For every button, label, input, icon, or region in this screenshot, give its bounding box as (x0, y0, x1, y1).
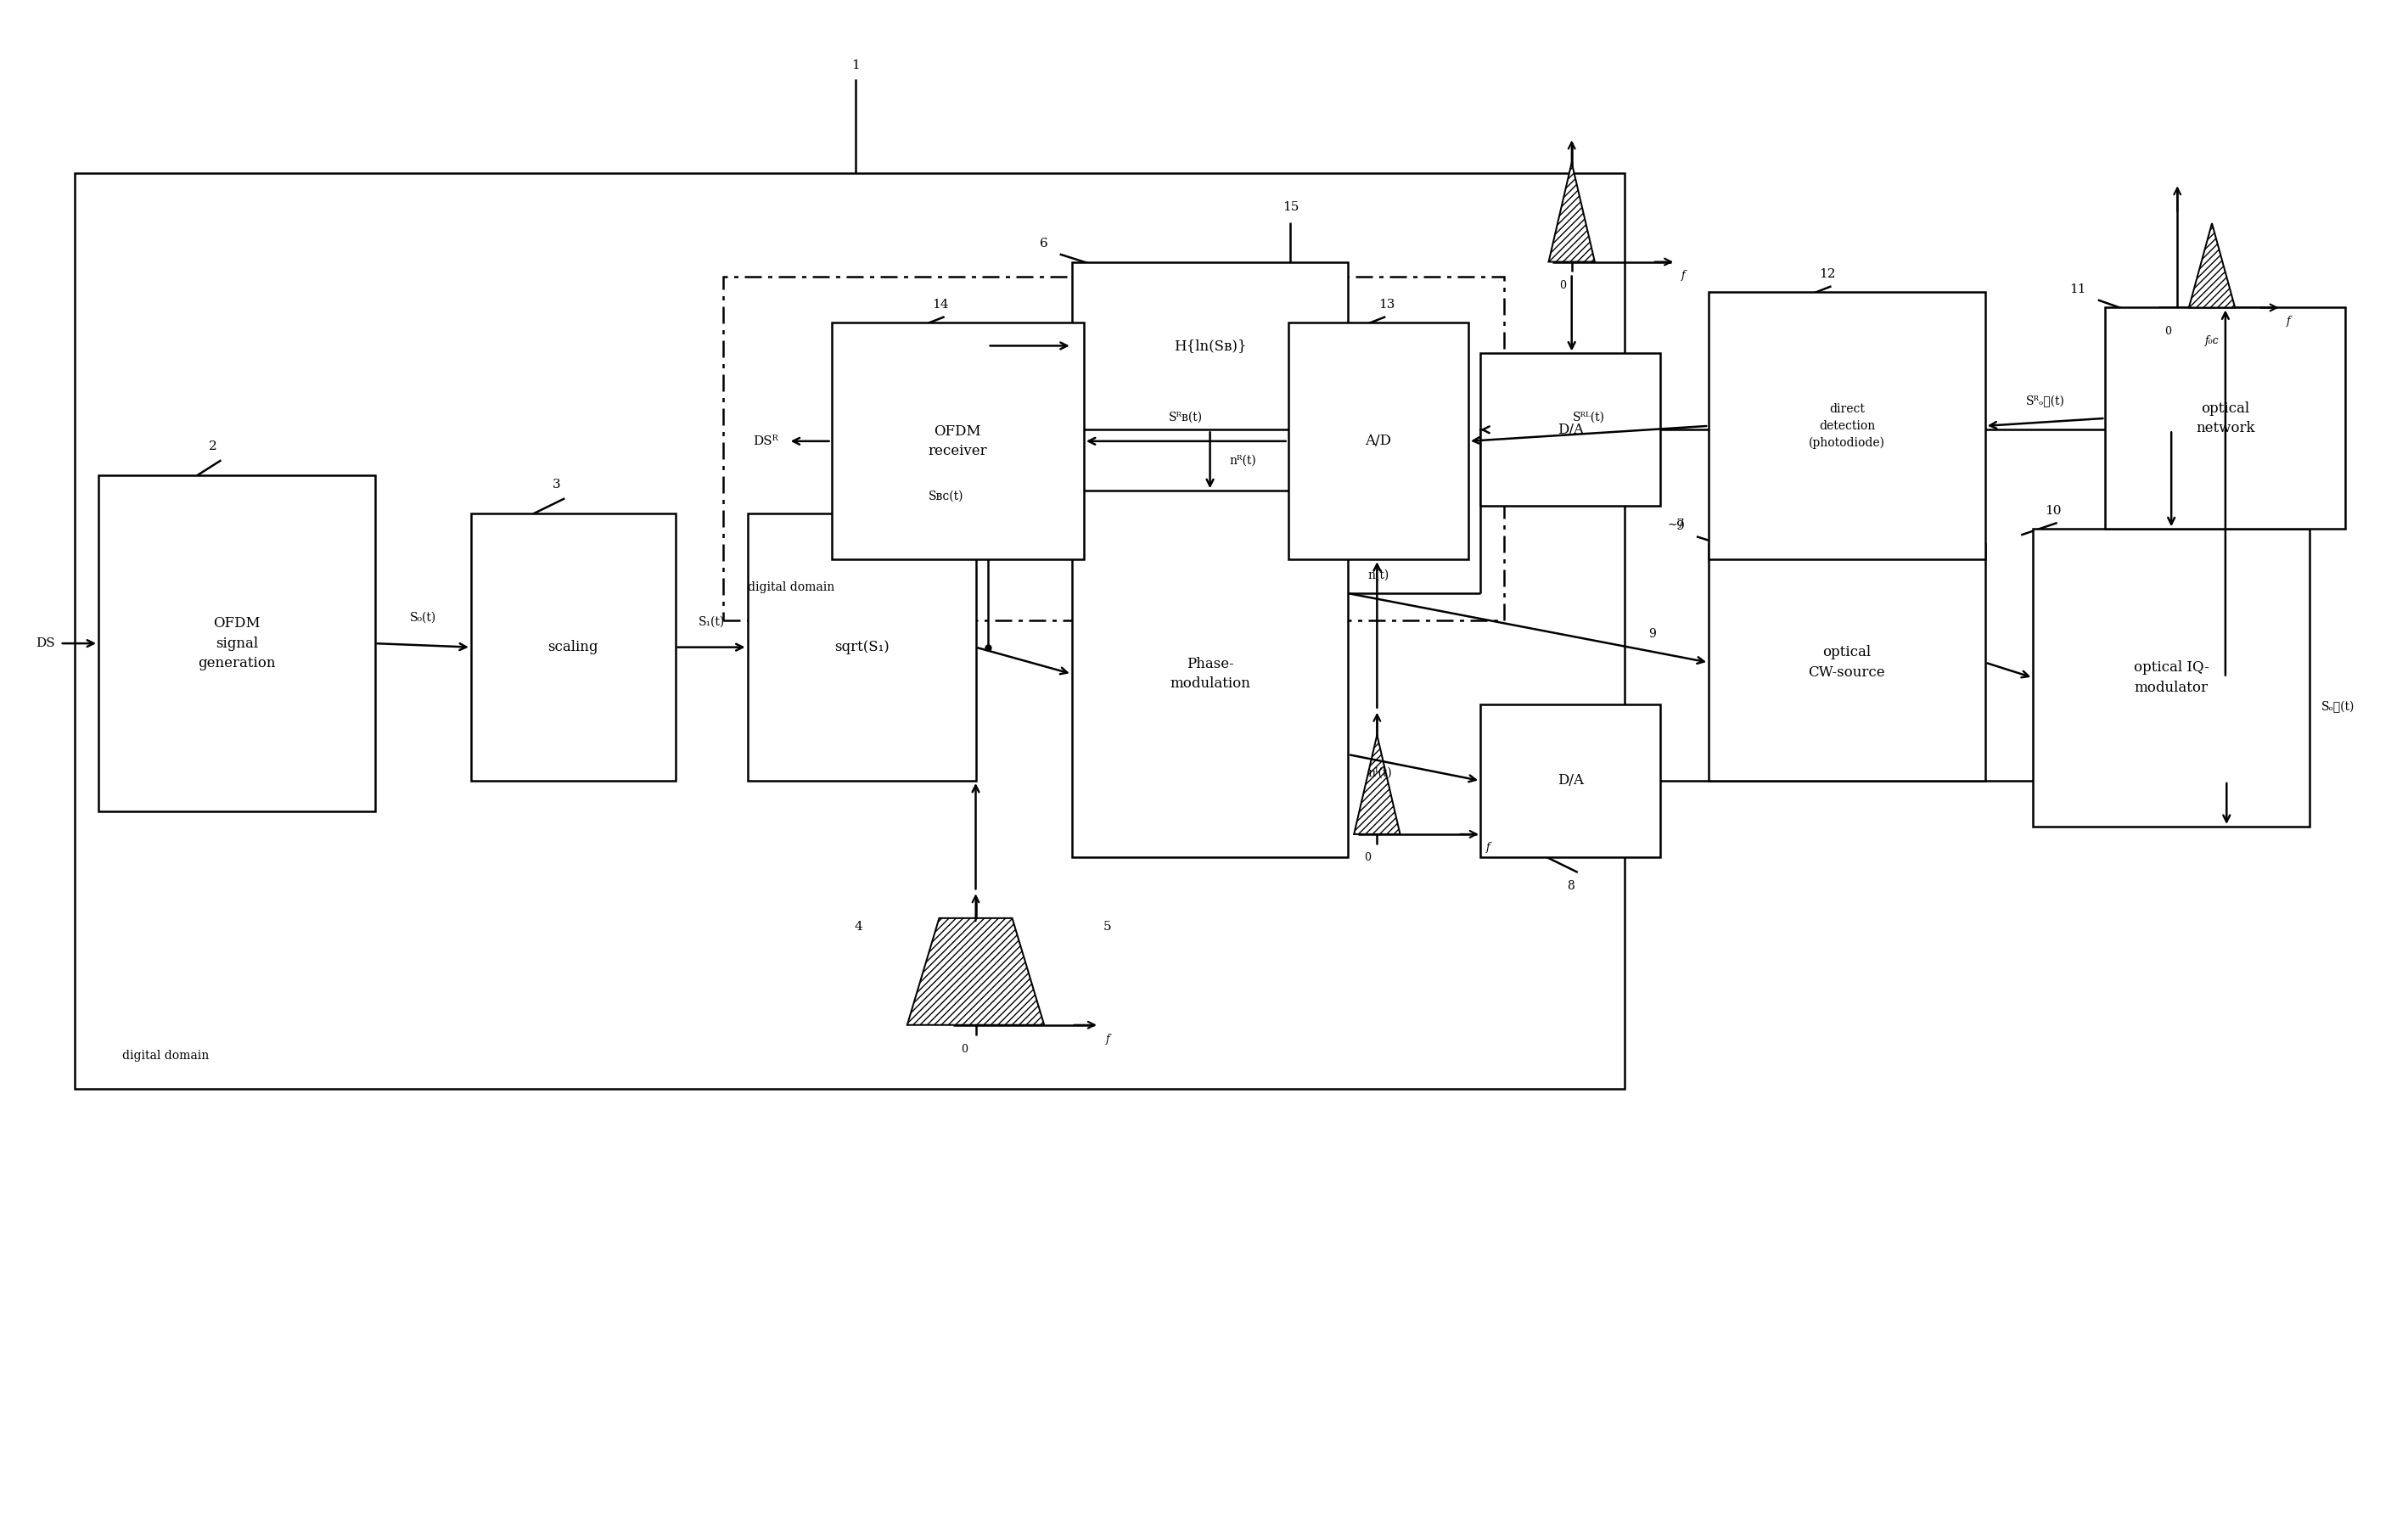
Text: A/D: A/D (1365, 433, 1392, 449)
Polygon shape (1548, 162, 1594, 262)
Text: 5: 5 (1103, 922, 1110, 932)
Text: DS: DS (36, 637, 55, 649)
Text: scaling: scaling (549, 640, 600, 654)
Text: f: f (1681, 269, 1686, 280)
Bar (1710, 544, 1984, 781)
Text: 12: 12 (1818, 268, 1835, 280)
Bar (99, 476, 376, 811)
Text: Sₒ⋉(t): Sₒ⋉(t) (2321, 701, 2355, 712)
Text: OFDM
signal
generation: OFDM signal generation (197, 617, 275, 671)
Text: 13: 13 (1377, 299, 1394, 311)
Bar (472, 514, 674, 781)
Text: optical IQ-
modulator: optical IQ- modulator (2133, 660, 2208, 695)
Text: f₀ᴄ: f₀ᴄ (2206, 335, 2220, 346)
Bar (2032, 528, 2309, 827)
Text: 0: 0 (1365, 853, 1370, 863)
Bar (1072, 262, 1348, 430)
Text: 11: 11 (2068, 283, 2085, 295)
Text: Sᴿʙ(t): Sᴿʙ(t) (1168, 410, 1204, 423)
Text: 15: 15 (1283, 201, 1298, 213)
Text: 14: 14 (932, 299, 949, 311)
Text: f: f (1105, 1033, 1110, 1044)
Text: 8: 8 (1568, 880, 1575, 893)
Text: sqrt(S₁): sqrt(S₁) (833, 640, 889, 654)
Text: nᴵ(t): nᴵ(t) (1368, 767, 1392, 779)
Polygon shape (2189, 224, 2235, 308)
Text: D/A: D/A (1558, 773, 1584, 788)
Text: digital domain: digital domain (123, 1050, 209, 1061)
Text: 2: 2 (209, 441, 217, 453)
Text: optical
CW-source: optical CW-source (1808, 645, 1885, 680)
Text: 0: 0 (1558, 280, 1565, 291)
Text: DSᴿ: DSᴿ (754, 435, 778, 447)
Text: S₁(t): S₁(t) (698, 615, 725, 628)
Text: f: f (2288, 315, 2290, 326)
Bar (1288, 323, 1469, 559)
Text: Phase-
modulation: Phase- modulation (1170, 657, 1250, 690)
Bar (1710, 292, 1984, 559)
Text: 4: 4 (855, 922, 862, 932)
Text: 0: 0 (2165, 326, 2172, 337)
Text: Sᴿₒ⋉(t): Sᴿₒ⋉(t) (2025, 395, 2064, 407)
Text: ∼7: ∼7 (1669, 517, 1686, 530)
Text: optical
network: optical network (2196, 401, 2254, 435)
Text: 0: 0 (961, 1044, 968, 1055)
Text: nᴿ(t): nᴿ(t) (1228, 455, 1257, 465)
Text: digital domain: digital domain (746, 582, 833, 592)
Text: Sᴿᴸ(t): Sᴿᴸ(t) (1572, 410, 1604, 423)
Text: 9: 9 (1676, 521, 1686, 531)
Polygon shape (908, 919, 1045, 1024)
Text: direct
detection
(photodiode): direct detection (photodiode) (1808, 403, 1885, 449)
Polygon shape (1353, 735, 1399, 834)
Bar (831, 323, 1084, 559)
Bar (746, 514, 975, 781)
Text: 6: 6 (1040, 237, 1047, 250)
Text: H{ln(Sʙ)}: H{ln(Sʙ)} (1173, 338, 1247, 354)
Text: 10: 10 (2044, 505, 2061, 517)
Text: OFDM
receiver: OFDM receiver (927, 424, 987, 458)
Bar (722, 277, 1505, 620)
Bar (1481, 354, 1662, 507)
Text: n(t): n(t) (1368, 570, 1389, 582)
Text: f: f (1486, 842, 1491, 853)
Text: Sʙᴄ(t): Sʙᴄ(t) (929, 490, 963, 502)
Bar (75, 173, 1625, 1089)
Bar (1481, 704, 1662, 857)
Bar (1072, 491, 1348, 857)
Text: D/A: D/A (1558, 423, 1584, 436)
Text: S₀(t): S₀(t) (409, 612, 436, 623)
Bar (2105, 308, 2345, 528)
Text: 1: 1 (852, 60, 860, 70)
Text: 3: 3 (554, 479, 561, 491)
Text: 9: 9 (1649, 628, 1657, 640)
